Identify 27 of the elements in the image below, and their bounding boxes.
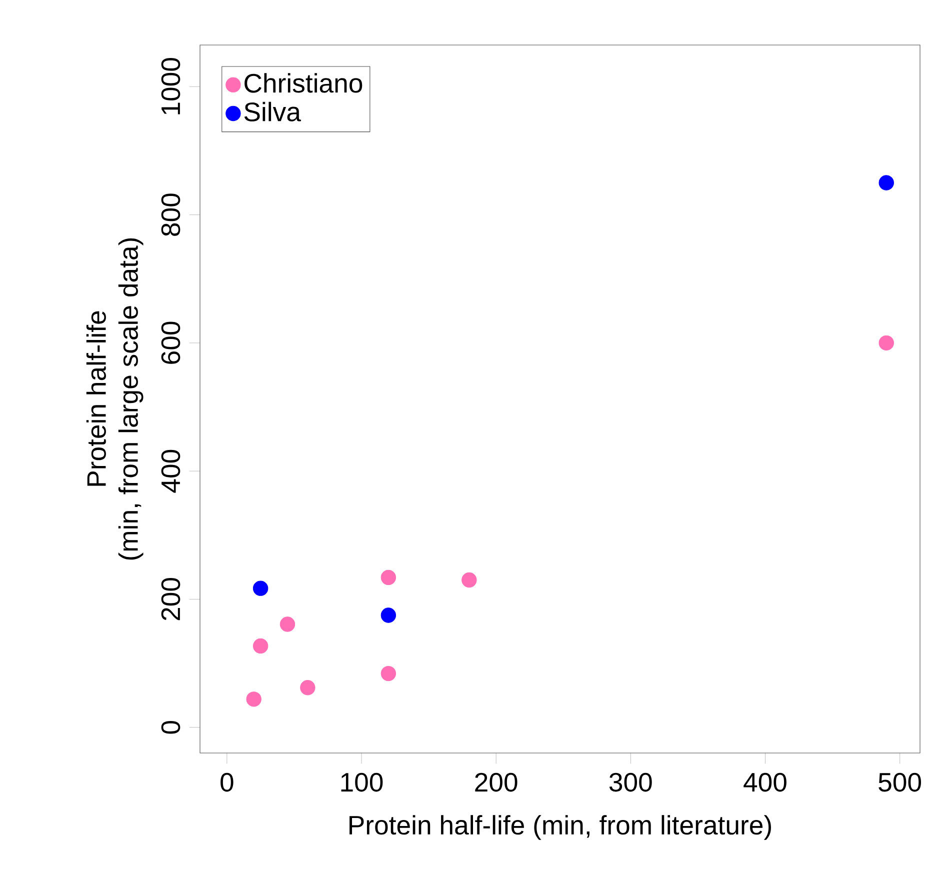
legend-label: Christiano — [244, 73, 362, 93]
x-axis-title: Protein half-life (min, from literature) — [350, 815, 771, 840]
point — [246, 692, 262, 707]
point — [252, 638, 268, 654]
y-tick-label: 1000 — [161, 58, 180, 114]
x-tick-label: 300 — [609, 772, 652, 792]
y-axis-title: Protein half-life (min, from large scale data) — [86, 238, 144, 560]
x-tick-label: 100 — [341, 772, 383, 792]
legend-label: Silva — [244, 102, 301, 122]
y-tick-label: 200 — [161, 578, 180, 620]
point — [380, 666, 396, 682]
point — [252, 580, 268, 596]
x-tick-label: 500 — [878, 772, 922, 792]
y-tick-label: 400 — [161, 450, 180, 493]
point — [462, 572, 477, 588]
point — [280, 616, 296, 632]
x-tick-label: 0 — [220, 772, 234, 792]
y-tick-label: 0 — [161, 721, 180, 734]
point — [878, 175, 894, 190]
y-tick-label: 800 — [161, 194, 180, 236]
point — [380, 608, 396, 623]
point — [878, 335, 894, 351]
point — [300, 680, 316, 696]
point — [380, 570, 396, 586]
x-tick-label: 200 — [475, 772, 518, 792]
y-tick-label: 600 — [161, 322, 180, 364]
x-tick-label: 400 — [744, 772, 786, 792]
